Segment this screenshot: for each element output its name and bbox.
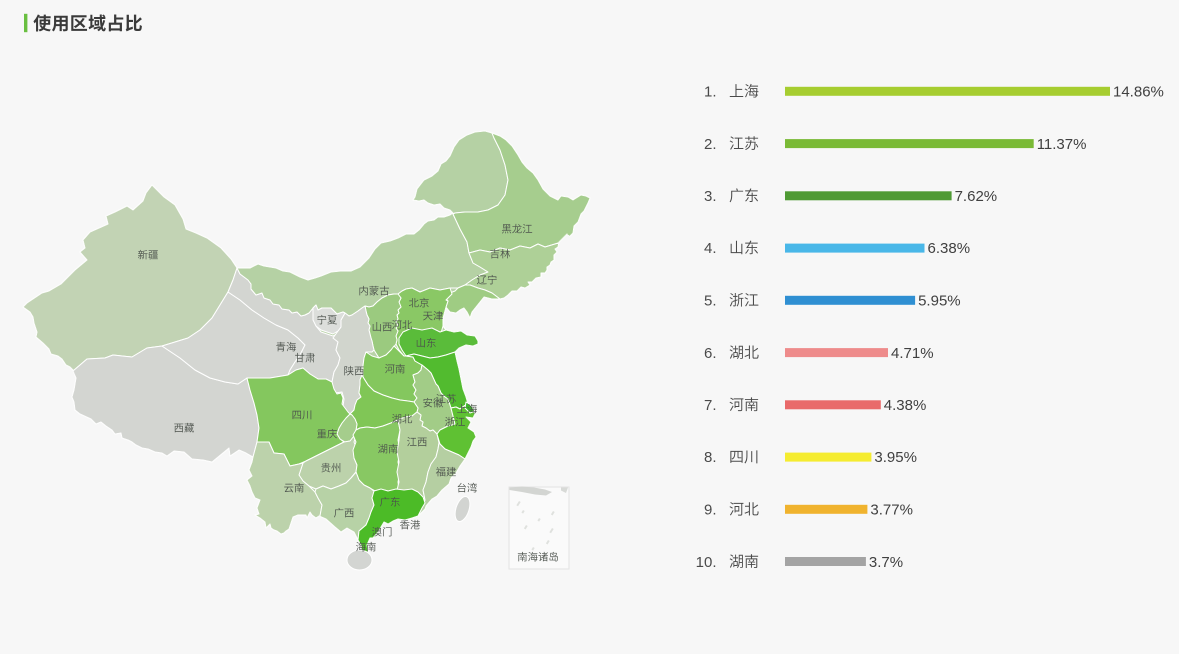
- svg-text:4.71%: 4.71%: [891, 345, 934, 362]
- svg-text:4.: 4.: [704, 240, 717, 257]
- svg-text:6.38%: 6.38%: [928, 240, 971, 257]
- svg-text:1.: 1.: [704, 84, 717, 101]
- svg-text:3.7%: 3.7%: [869, 554, 903, 571]
- svg-text:2.: 2.: [704, 136, 717, 153]
- svg-text:3.: 3.: [704, 188, 717, 205]
- svg-text:4.38%: 4.38%: [884, 397, 927, 414]
- svg-text:11.37%: 11.37%: [1037, 136, 1087, 153]
- svg-text:9.: 9.: [704, 502, 717, 519]
- svg-text:6.: 6.: [704, 345, 717, 362]
- svg-text:3.95%: 3.95%: [874, 449, 917, 466]
- svg-text:8.: 8.: [704, 449, 717, 466]
- svg-text:5.: 5.: [704, 293, 717, 310]
- svg-text:7.62%: 7.62%: [955, 188, 998, 205]
- svg-text:7.: 7.: [704, 397, 717, 414]
- svg-text:3.77%: 3.77%: [870, 502, 913, 519]
- svg-text:5.95%: 5.95%: [918, 293, 961, 310]
- svg-text:14.86%: 14.86%: [1113, 84, 1164, 101]
- svg-text:10.: 10.: [696, 554, 717, 571]
